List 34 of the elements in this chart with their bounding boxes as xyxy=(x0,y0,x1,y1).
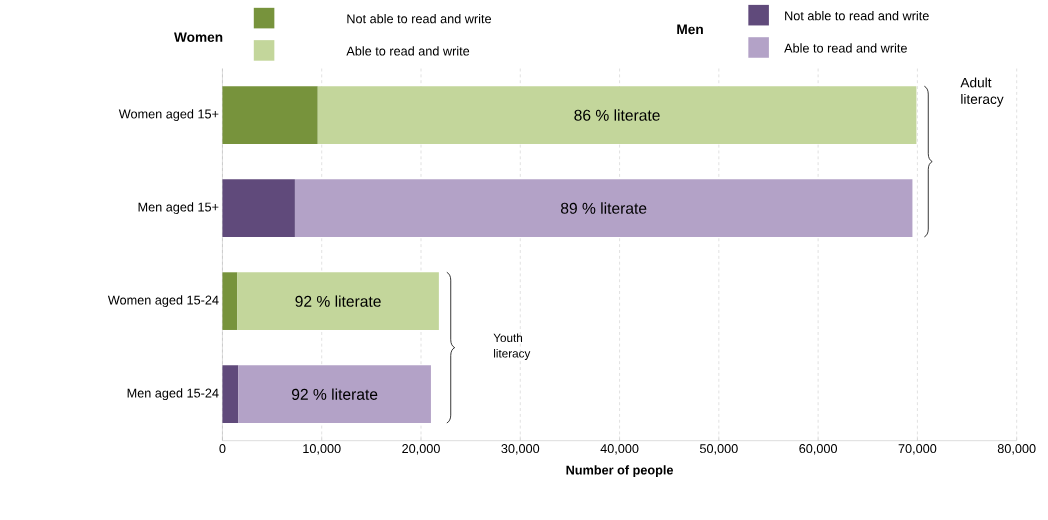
annotation: 86 % literate xyxy=(574,109,660,121)
x-tick-label: 50,000 xyxy=(699,444,738,455)
y-tick-label: Men aged 15+ xyxy=(138,202,219,215)
text: Women xyxy=(174,32,223,42)
annotation: 92 % literate xyxy=(291,388,378,400)
annotation: Adult literacy xyxy=(960,77,1004,107)
annotation: 89 % literate xyxy=(560,202,647,214)
y-tick-label: Women aged 15+ xyxy=(118,109,219,121)
x-tick-label: 40,000 xyxy=(600,444,639,455)
annotation: 92 % literate xyxy=(295,295,381,307)
bar xyxy=(222,86,318,144)
legend-label: Not able to read and write xyxy=(785,11,929,21)
text: Not able to read and write xyxy=(347,13,491,24)
y-tick-label: Men aged 15-24 xyxy=(127,388,219,401)
x-tick-label: 20,000 xyxy=(402,444,440,455)
x-tick-label: 0 xyxy=(219,444,226,454)
text: Men xyxy=(677,24,703,35)
legend-label: Able to read and write xyxy=(784,43,907,53)
x-tick-label: 60,000 xyxy=(799,444,838,455)
bar xyxy=(222,272,238,330)
x-tick-label: 70,000 xyxy=(898,444,937,455)
x-tick-label: 80,000 xyxy=(997,444,1036,455)
text: Able to read and write xyxy=(346,46,470,56)
x-tick-label: 30,000 xyxy=(501,444,540,455)
bar xyxy=(238,365,431,424)
x-axis-title: Number of people xyxy=(566,465,674,478)
bar xyxy=(237,272,439,330)
bar xyxy=(294,179,913,237)
annotation: Youth literacy xyxy=(493,333,531,360)
bar xyxy=(317,86,917,144)
bar xyxy=(222,179,295,237)
x-tick-label: 10,000 xyxy=(303,444,341,455)
y-tick-label: Women aged 15-24 xyxy=(107,295,219,308)
bar xyxy=(222,365,239,424)
